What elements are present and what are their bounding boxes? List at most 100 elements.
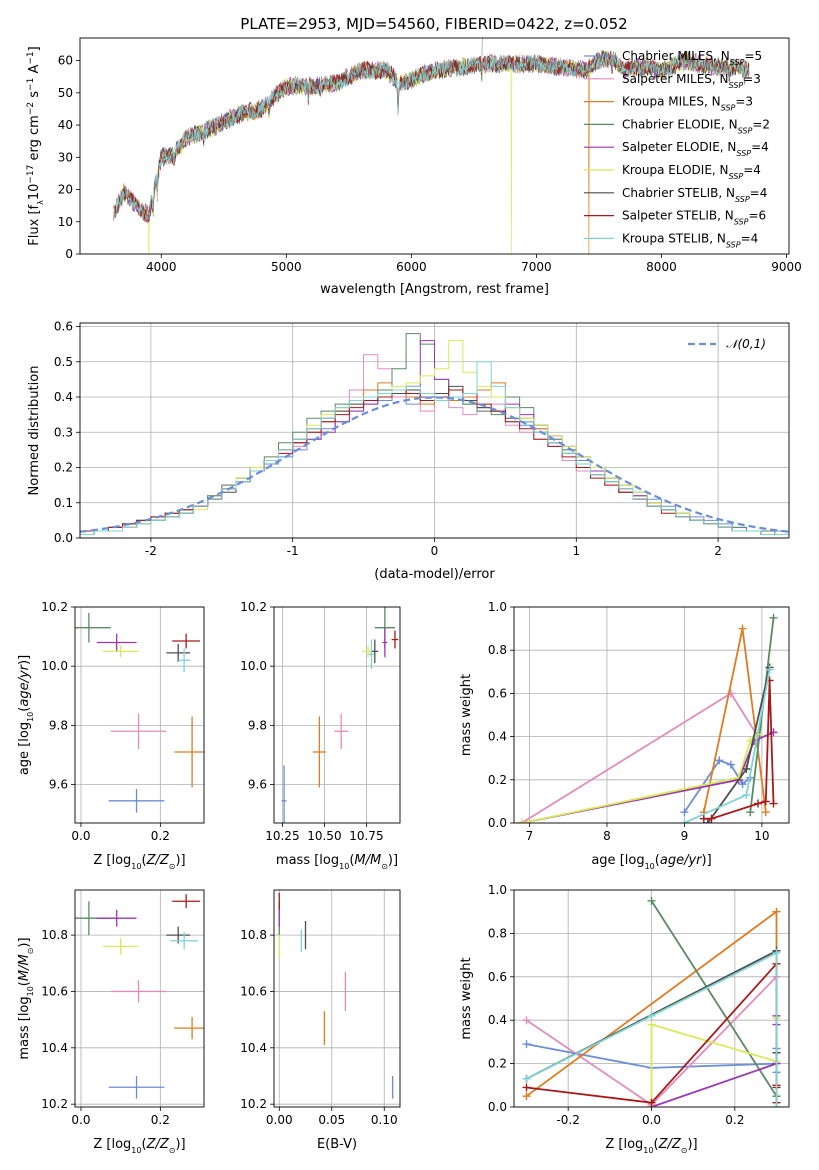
series-kroupa-stelib <box>522 948 781 1107</box>
point-chabrier-miles <box>108 788 165 813</box>
y-tick-label: 0.0 <box>488 1100 507 1114</box>
series-marker <box>517 819 526 823</box>
point-salpeter-elodie <box>382 627 388 658</box>
x-tick-label: 10.50 <box>307 829 341 843</box>
x-axis-label: wavelength [Angstrom, rest frame] <box>320 282 549 297</box>
series-marker <box>647 1011 656 1020</box>
point-salpeter-elodie <box>96 633 137 652</box>
normal-reference-curve <box>80 396 789 533</box>
x-tick-label: 0.10 <box>371 1113 398 1127</box>
age-vs-mass-axes-content <box>281 607 399 823</box>
point-salpeter-elodie <box>96 909 137 927</box>
y-tick-label: 10.4 <box>41 1041 68 1055</box>
point-salpeter-miles <box>334 713 348 750</box>
y-tick-label: 0.2 <box>488 773 507 787</box>
y-tick-label: 10.6 <box>240 984 267 998</box>
mass-weight-vs-age-axes: 7 8 9 10 0.0 0.2 0.4 0.6 0.8 1.0 age [log10(age/yr… <box>459 600 790 871</box>
x-tick-label: 0.2 <box>725 1113 744 1127</box>
series-marker <box>772 907 781 916</box>
series-marker <box>738 780 747 789</box>
y-tick-label: 10.8 <box>41 928 68 942</box>
y-tick-label: 9.6 <box>49 778 68 792</box>
histogram-kroupa-stelib <box>80 361 789 538</box>
mass-weight-vs-age-axes-frame <box>513 606 790 824</box>
series-marker <box>765 665 774 674</box>
series-marker <box>761 808 770 817</box>
series-marker <box>754 799 763 808</box>
y-tick-label: 20 <box>58 183 73 197</box>
x-tick-label: 1 <box>572 544 580 558</box>
x-tick-label: 0.0 <box>642 1113 661 1127</box>
histogram-kroupa-elodie <box>80 340 789 538</box>
legend-label-salpeter-stelib: Salpeter STELIB, NSSP=6 <box>622 209 766 227</box>
x-tick-label: -1 <box>287 544 299 558</box>
series-marker <box>769 799 778 808</box>
mass-weight-vs-age-axes-content <box>517 613 778 823</box>
series-marker <box>772 948 781 957</box>
y-tick-label: 40 <box>58 118 73 132</box>
x-tick-label: 7000 <box>521 260 552 274</box>
point-chabrier-elodie <box>75 612 111 643</box>
legend-label-salpeter-miles: Salpeter MILES, NSSP=3 <box>622 72 761 90</box>
y-tick-label: 60 <box>58 54 73 68</box>
legend-label-normal: 𝒩(0,1) <box>726 337 766 351</box>
series-marker <box>522 1016 531 1025</box>
series-marker <box>522 1074 531 1083</box>
point-chabrier-stelib <box>371 639 379 664</box>
y-tick-label: 0.8 <box>488 926 507 940</box>
mass-vs-metallicity-axes: 0.0 0.2 10.2 10.4 10.6 10.8 Z [log10(Z/Z⊙)] mas… <box>17 889 205 1155</box>
y-tick-label: 0.0 <box>488 816 507 830</box>
x-tick-label: 2 <box>714 544 722 558</box>
legend-label-kroupa-elodie: Kroupa ELODIE, NSSP=4 <box>622 163 761 181</box>
x-axis-label: Z [log10(Z/Z⊙)] <box>93 1137 185 1155</box>
y-tick-label: 0.1 <box>54 496 73 510</box>
series-marker <box>699 814 708 823</box>
series-marker <box>738 624 747 633</box>
x-tick-label: -2 <box>145 544 157 558</box>
point-chabrier-miles <box>108 1076 165 1099</box>
point-salpeter-stelib <box>172 633 201 649</box>
y-tick-label: 0.2 <box>488 1057 507 1071</box>
y-tick-label: 10.2 <box>240 600 267 614</box>
mass-weight-vs-metallicity-axes: -0.2 0.0 0.2 0.0 0.2 0.4 0.6 0.8 1.0 Z [log10(Z/Z… <box>459 883 790 1155</box>
y-tick-label: 0.6 <box>488 686 507 700</box>
series-line <box>650 900 778 1097</box>
y-tick-label: 9.8 <box>49 718 68 732</box>
y-tick-label: 0 <box>65 247 73 261</box>
series-marker <box>761 797 770 806</box>
mass-weight-vs-metallicity-axes-content <box>522 896 781 1107</box>
point-kroupa-stelib <box>368 639 374 670</box>
point-kroupa-elodie <box>102 645 139 658</box>
x-tick-label: 5000 <box>271 260 302 274</box>
series-marker <box>707 814 716 823</box>
residual-axes: -2 -1 0 1 2 0.0 0.1 0.2 0.3 0.4 0.5 0.6 (data-model)… <box>27 320 790 582</box>
point-kroupa-elodie <box>102 937 139 955</box>
x-axis-label: (data-model)/error <box>374 567 495 582</box>
point-salpeter-stelib <box>391 630 399 649</box>
mass-vs-metallicity-axes-content <box>75 894 204 1099</box>
y-tick-label: 0.3 <box>54 425 73 439</box>
x-axis-label: age [log10(age/yr)] <box>591 853 711 871</box>
y-tick-label: 1.0 <box>488 883 507 897</box>
x-tick-label: 9 <box>681 829 689 843</box>
y-axis-label: mass weight <box>459 674 474 756</box>
series-marker <box>522 1040 531 1049</box>
x-tick-label: 0.0 <box>71 829 90 843</box>
y-tick-label: 0.2 <box>54 461 73 475</box>
y-tick-label: 10.6 <box>41 984 68 998</box>
x-tick-label: 8000 <box>646 260 677 274</box>
x-tick-label: 0.2 <box>151 829 170 843</box>
x-tick-label: 0.05 <box>318 1113 345 1127</box>
y-tick-label: 50 <box>58 86 73 100</box>
series-kroupa-stelib <box>680 665 774 823</box>
series-marker <box>715 756 724 765</box>
age-vs-mass-axes-frame <box>273 606 401 824</box>
y-tick-label: 0.4 <box>488 1013 507 1027</box>
y-tick-label: 10.0 <box>41 659 68 673</box>
y-tick-label: 10 <box>58 215 73 229</box>
series-marker <box>680 819 689 823</box>
x-tick-label: 0 <box>431 544 439 558</box>
point-kroupa-stelib <box>178 648 191 673</box>
